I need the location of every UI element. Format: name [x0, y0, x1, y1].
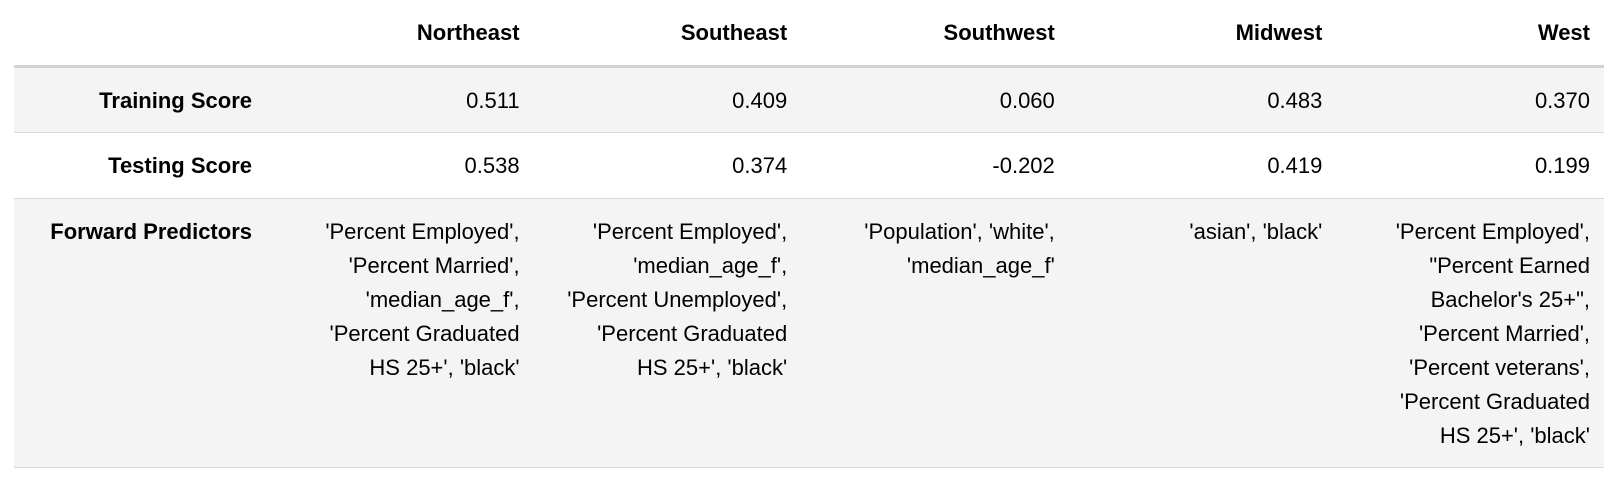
column-header-midwest: Midwest: [1068, 0, 1337, 68]
row-label: Testing Score: [108, 152, 252, 178]
header-row: Northeast Southeast Southwest Midwest We…: [14, 0, 1604, 68]
table-body: Training Score 0.511 0.409 0.060 0.483 0…: [14, 66, 1604, 467]
table-row: Training Score 0.511 0.409 0.060 0.483 0…: [14, 66, 1604, 132]
row-label: Training Score: [99, 87, 252, 113]
table-cell: 0.538: [464, 152, 520, 178]
results-table: Northeast Southeast Southwest Midwest We…: [14, 0, 1604, 468]
table-row: Testing Score 0.538 0.374 -0.202 0.419 0…: [14, 132, 1604, 198]
table-cell: -0.202: [992, 152, 1055, 178]
table-cell: 0.199: [1534, 152, 1590, 178]
column-header-northeast: Northeast: [266, 0, 534, 68]
table-cell: 'Percent Employed', 'median_age_f', 'Per…: [534, 198, 802, 467]
table-cell: 'Percent Employed', "Percent Earned Bach…: [1336, 198, 1604, 467]
predictor-list: 'Population', 'white', 'median_age_f': [864, 218, 1055, 278]
table-header: Northeast Southeast Southwest Midwest We…: [14, 0, 1604, 68]
table-row: Forward Predictors 'Percent Employed', '…: [14, 198, 1604, 467]
table-cell: 0.374: [732, 152, 788, 178]
column-header-west: West: [1336, 0, 1604, 68]
predictor-list: 'Percent Employed', "Percent Earned Bach…: [1395, 218, 1590, 448]
corner-cell: [14, 0, 266, 68]
column-header-southeast: Southeast: [533, 0, 802, 68]
table-cell: 0.060: [999, 87, 1055, 113]
table-cell: 0.370: [1534, 87, 1590, 113]
table-cell: 0.511: [466, 87, 520, 113]
dataframe-container: Northeast Southeast Southwest Midwest We…: [14, 0, 1604, 468]
table-cell: 0.483: [1267, 87, 1323, 113]
predictor-list: 'Percent Employed', 'Percent Married', '…: [325, 218, 520, 380]
column-header-southwest: Southwest: [801, 0, 1069, 68]
row-label: Forward Predictors: [50, 218, 252, 244]
table-cell: 'Percent Employed', 'Percent Married', '…: [266, 198, 534, 467]
predictor-list: 'Percent Employed', 'median_age_f', 'Per…: [567, 218, 788, 380]
table-cell: 0.419: [1267, 152, 1323, 178]
predictor-list: 'asian', 'black': [1189, 218, 1323, 244]
table-cell: 0.409: [732, 87, 788, 113]
table-cell: 'Population', 'white', 'median_age_f': [801, 198, 1069, 467]
table-cell: 'asian', 'black': [1069, 198, 1337, 467]
